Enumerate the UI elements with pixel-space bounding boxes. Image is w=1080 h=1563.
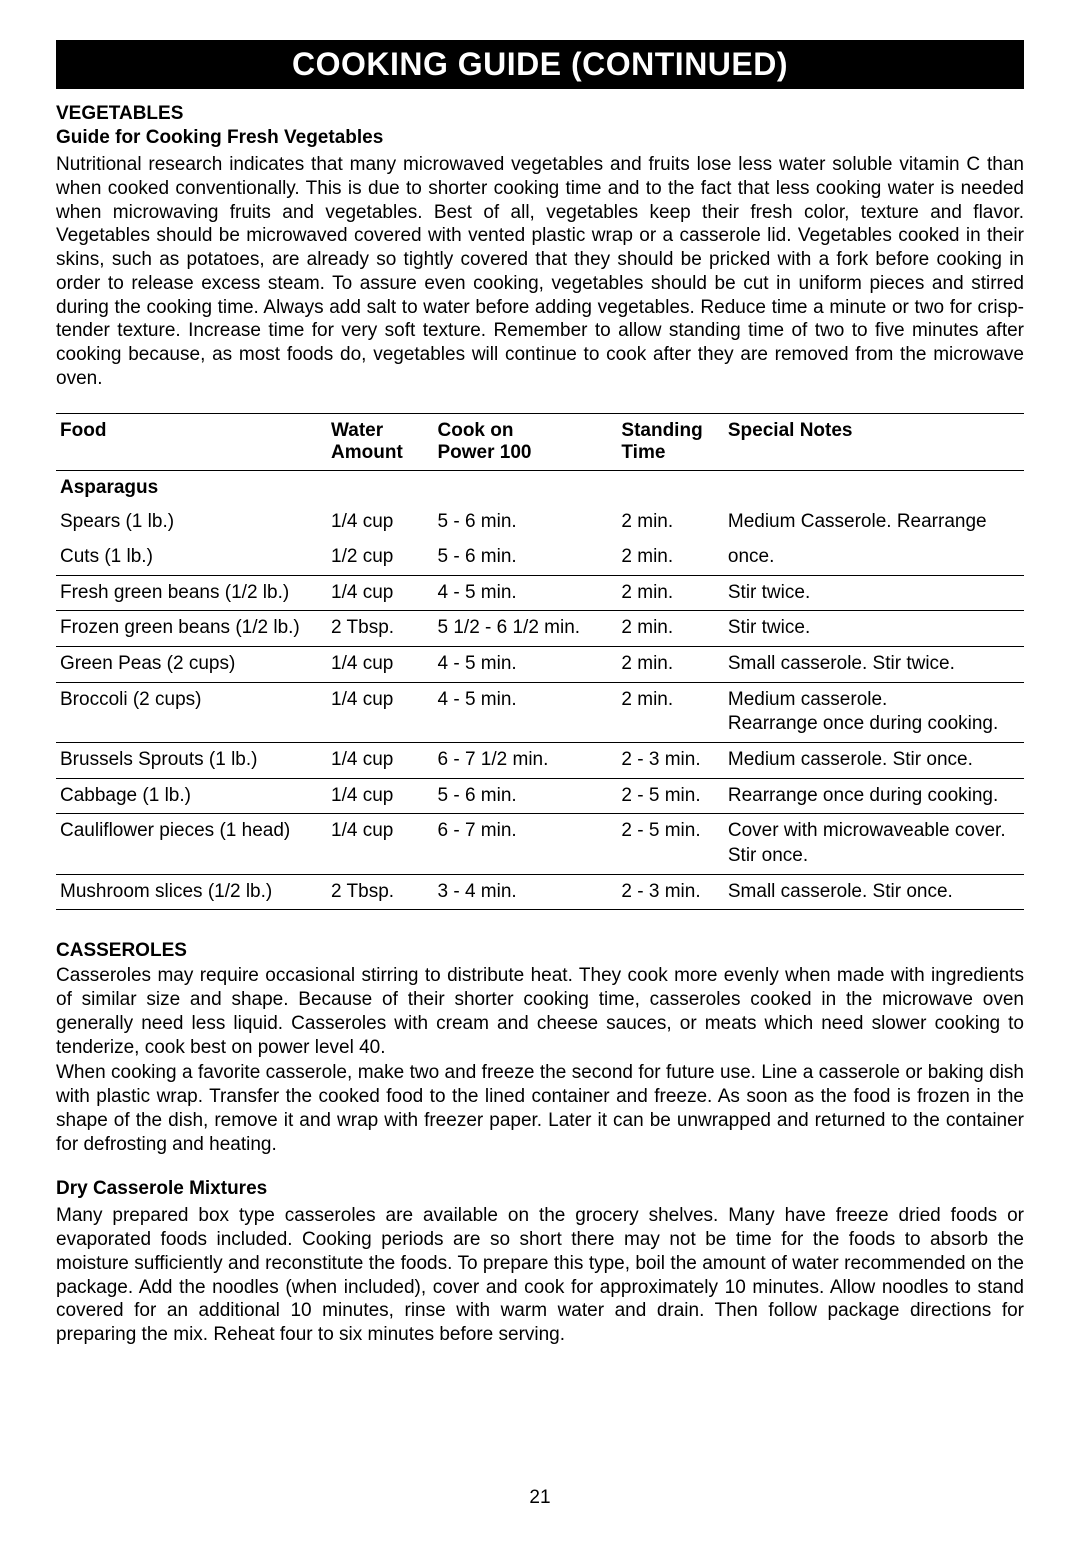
cell-standing: 2 min. bbox=[617, 505, 723, 540]
cell-notes: Medium Casserole. Rearrange bbox=[724, 505, 1024, 540]
dry-casserole-para: Many prepared box type casseroles are av… bbox=[56, 1204, 1024, 1347]
cell-standing: 2 - 3 min. bbox=[617, 874, 723, 910]
cell-food: Fresh green beans (1/2 lb.) bbox=[56, 575, 327, 611]
table-row: Mushroom slices (1/2 lb.) 2 Tbsp. 3 - 4 … bbox=[56, 874, 1024, 910]
cell-cook: 4 - 5 min. bbox=[434, 682, 618, 742]
cell-cook: 6 - 7 1/2 min. bbox=[434, 743, 618, 779]
cell-food: Cabbage (1 lb.) bbox=[56, 778, 327, 814]
cell-standing: 2 - 5 min. bbox=[617, 814, 723, 874]
cell-notes: Stir twice. bbox=[724, 575, 1024, 611]
table-row: Brussels Sprouts (1 lb.) 1/4 cup 6 - 7 1… bbox=[56, 743, 1024, 779]
cell-food: Spears (1 lb.) bbox=[56, 505, 327, 540]
cell-water: 2 Tbsp. bbox=[327, 611, 433, 647]
header-water: WaterAmount bbox=[327, 413, 433, 470]
vegetables-table: Food WaterAmount Cook onPower 100 Standi… bbox=[56, 413, 1024, 911]
cell-water: 1/4 cup bbox=[327, 814, 433, 874]
table-row: Broccoli (2 cups) 1/4 cup 4 - 5 min. 2 m… bbox=[56, 682, 1024, 742]
cell-food: Broccoli (2 cups) bbox=[56, 682, 327, 742]
cell-food: Cuts (1 lb.) bbox=[56, 540, 327, 575]
page-title-bar: COOKING GUIDE (CONTINUED) bbox=[56, 40, 1024, 89]
cell-cook: 4 - 5 min. bbox=[434, 575, 618, 611]
cell-cook: 5 - 6 min. bbox=[434, 778, 618, 814]
cell-cook: 5 - 6 min. bbox=[434, 505, 618, 540]
vegetables-heading: VEGETABLES bbox=[56, 103, 1024, 125]
cell-standing: 2 min. bbox=[617, 682, 723, 742]
casseroles-para1: Casseroles may require occasional stirri… bbox=[56, 964, 1024, 1059]
cell-notes: Medium casserole. Stir once. bbox=[724, 743, 1024, 779]
cell-food: Cauliflower pieces (1 head) bbox=[56, 814, 327, 874]
cell-water: 1/4 cup bbox=[327, 575, 433, 611]
dry-casserole-heading: Dry Casserole Mixtures bbox=[56, 1178, 1024, 1200]
cell-food: Brussels Sprouts (1 lb.) bbox=[56, 743, 327, 779]
table-row: Frozen green beans (1/2 lb.) 2 Tbsp. 5 1… bbox=[56, 611, 1024, 647]
header-notes: Special Notes bbox=[724, 413, 1024, 470]
cell-food: Green Peas (2 cups) bbox=[56, 646, 327, 682]
cell-notes: Rearrange once during cooking. bbox=[724, 778, 1024, 814]
casseroles-heading: CASSEROLES bbox=[56, 940, 1024, 962]
vegetables-intro: Nutritional research indicates that many… bbox=[56, 153, 1024, 391]
header-cook: Cook onPower 100 bbox=[434, 413, 618, 470]
cell-cook: 5 - 6 min. bbox=[434, 540, 618, 575]
table-header-row: Food WaterAmount Cook onPower 100 Standi… bbox=[56, 413, 1024, 470]
page-number: 21 bbox=[56, 1487, 1024, 1509]
table-row: Cuts (1 lb.) 1/2 cup 5 - 6 min. 2 min. o… bbox=[56, 540, 1024, 575]
vegetables-subheading: Guide for Cooking Fresh Vegetables bbox=[56, 127, 1024, 149]
cell-cook: 4 - 5 min. bbox=[434, 646, 618, 682]
cell-standing: 2 - 3 min. bbox=[617, 743, 723, 779]
cell-standing: 2 - 5 min. bbox=[617, 778, 723, 814]
cell-water: 1/4 cup bbox=[327, 743, 433, 779]
cell-notes: Medium casserole.Rearrange once during c… bbox=[724, 682, 1024, 742]
cell-standing: 2 min. bbox=[617, 540, 723, 575]
cell-food: Frozen green beans (1/2 lb.) bbox=[56, 611, 327, 647]
cell-water: 1/4 cup bbox=[327, 505, 433, 540]
cell-water: 1/2 cup bbox=[327, 540, 433, 575]
cell-water: 2 Tbsp. bbox=[327, 874, 433, 910]
cell-notes: Small casserole. Stir twice. bbox=[724, 646, 1024, 682]
cell-food: Mushroom slices (1/2 lb.) bbox=[56, 874, 327, 910]
cell-notes: Stir twice. bbox=[724, 611, 1024, 647]
table-row: Cabbage (1 lb.) 1/4 cup 5 - 6 min. 2 - 5… bbox=[56, 778, 1024, 814]
table-row: Asparagus bbox=[56, 470, 1024, 505]
cell-standing: 2 min. bbox=[617, 646, 723, 682]
cell-cook: 5 1/2 - 6 1/2 min. bbox=[434, 611, 618, 647]
casseroles-para2: When cooking a favorite casserole, make … bbox=[56, 1061, 1024, 1156]
table-row: Spears (1 lb.) 1/4 cup 5 - 6 min. 2 min.… bbox=[56, 505, 1024, 540]
table-row: Fresh green beans (1/2 lb.) 1/4 cup 4 - … bbox=[56, 575, 1024, 611]
cell-notes: Cover with microwaveable cover.Stir once… bbox=[724, 814, 1024, 874]
cell-water: 1/4 cup bbox=[327, 778, 433, 814]
cell-standing: 2 min. bbox=[617, 575, 723, 611]
cell-notes: once. bbox=[724, 540, 1024, 575]
cell-water: 1/4 cup bbox=[327, 646, 433, 682]
cell-water: 1/4 cup bbox=[327, 682, 433, 742]
header-food: Food bbox=[56, 413, 327, 470]
cell-cook: 6 - 7 min. bbox=[434, 814, 618, 874]
table-row: Cauliflower pieces (1 head) 1/4 cup 6 - … bbox=[56, 814, 1024, 874]
cell-food: Asparagus bbox=[56, 470, 327, 505]
table-row: Green Peas (2 cups) 1/4 cup 4 - 5 min. 2… bbox=[56, 646, 1024, 682]
cell-cook: 3 - 4 min. bbox=[434, 874, 618, 910]
cell-notes: Small casserole. Stir once. bbox=[724, 874, 1024, 910]
header-standing: StandingTime bbox=[617, 413, 723, 470]
cell-standing: 2 min. bbox=[617, 611, 723, 647]
